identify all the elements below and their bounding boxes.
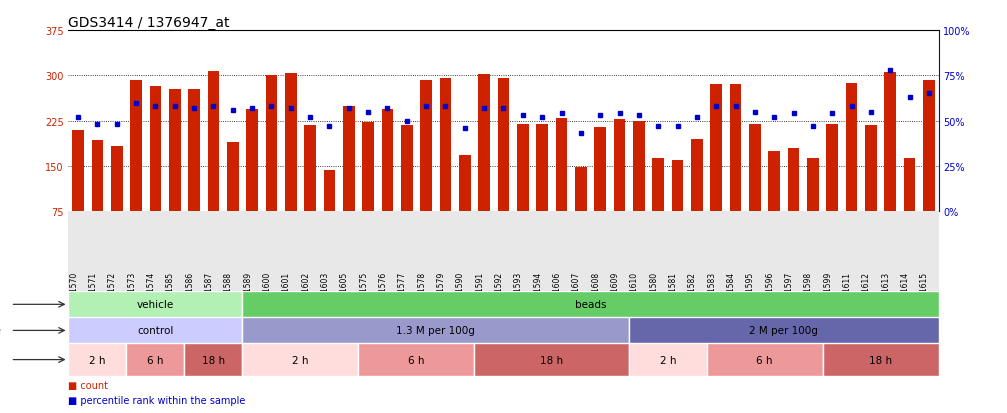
Bar (169, 90, 180, 211)
Bar (68, 344, 127, 376)
Bar (672, 161, 684, 211)
Text: ■ percentile rank within the sample: ■ percentile rank within the sample (68, 395, 246, 405)
Bar (923, 81, 934, 211)
Text: 2 h: 2 h (292, 355, 309, 365)
Bar (517, 124, 529, 211)
Text: 18 h: 18 h (541, 355, 563, 365)
Bar (707, 344, 823, 376)
Bar (478, 75, 490, 211)
Bar (613, 120, 625, 211)
Bar (594, 127, 606, 211)
Bar (243, 318, 629, 344)
Bar (903, 159, 915, 211)
Text: 18 h: 18 h (869, 355, 892, 365)
Text: beads: beads (575, 299, 606, 310)
Bar (382, 109, 394, 211)
Bar (633, 122, 644, 211)
Bar (401, 126, 413, 211)
Text: GDS3414 / 1376947_at: GDS3414 / 1376947_at (68, 17, 230, 31)
Text: 18 h: 18 h (202, 355, 225, 365)
Bar (207, 71, 220, 211)
Text: ■ count: ■ count (68, 380, 109, 390)
Bar (92, 140, 104, 211)
Bar (343, 106, 354, 211)
Text: control: control (137, 325, 173, 336)
Bar (188, 90, 200, 211)
Bar (243, 344, 358, 376)
Bar (184, 344, 243, 376)
Text: vehicle: vehicle (137, 299, 174, 310)
Text: 2 M per 100g: 2 M per 100g (749, 325, 819, 336)
Bar (111, 146, 123, 211)
Bar (575, 168, 587, 211)
Text: 2 h: 2 h (90, 355, 106, 365)
Bar (846, 84, 857, 211)
Bar (323, 170, 335, 211)
Bar (827, 125, 838, 211)
Bar (537, 124, 548, 211)
Text: 6 h: 6 h (147, 355, 164, 365)
Bar (304, 126, 316, 211)
Bar (127, 344, 184, 376)
Bar (691, 139, 703, 211)
Bar (285, 74, 297, 211)
Bar (497, 79, 510, 211)
Bar (653, 159, 664, 211)
Text: 1.3 M per 100g: 1.3 M per 100g (397, 325, 475, 336)
Bar (358, 344, 474, 376)
Bar (459, 155, 470, 211)
Bar (247, 109, 258, 211)
Bar (73, 130, 84, 211)
Bar (768, 151, 780, 211)
Bar (150, 86, 161, 211)
Text: 2 h: 2 h (660, 355, 676, 365)
Bar (440, 79, 451, 211)
Bar (556, 118, 567, 211)
Bar (130, 81, 142, 211)
Bar (363, 123, 374, 211)
Bar (884, 73, 896, 211)
Bar (243, 292, 939, 318)
Bar (629, 318, 939, 344)
Bar (710, 85, 722, 211)
Bar (629, 344, 707, 376)
Bar (420, 81, 432, 211)
Text: 6 h: 6 h (756, 355, 772, 365)
Bar (823, 344, 939, 376)
Bar (787, 148, 800, 211)
Bar (474, 344, 629, 376)
Bar (227, 142, 239, 211)
Bar (68, 318, 243, 344)
Bar (266, 76, 277, 211)
Bar (68, 292, 243, 318)
Text: 6 h: 6 h (408, 355, 425, 365)
Bar (749, 124, 760, 211)
Bar (865, 126, 877, 211)
Bar (807, 159, 819, 211)
Bar (730, 85, 741, 211)
